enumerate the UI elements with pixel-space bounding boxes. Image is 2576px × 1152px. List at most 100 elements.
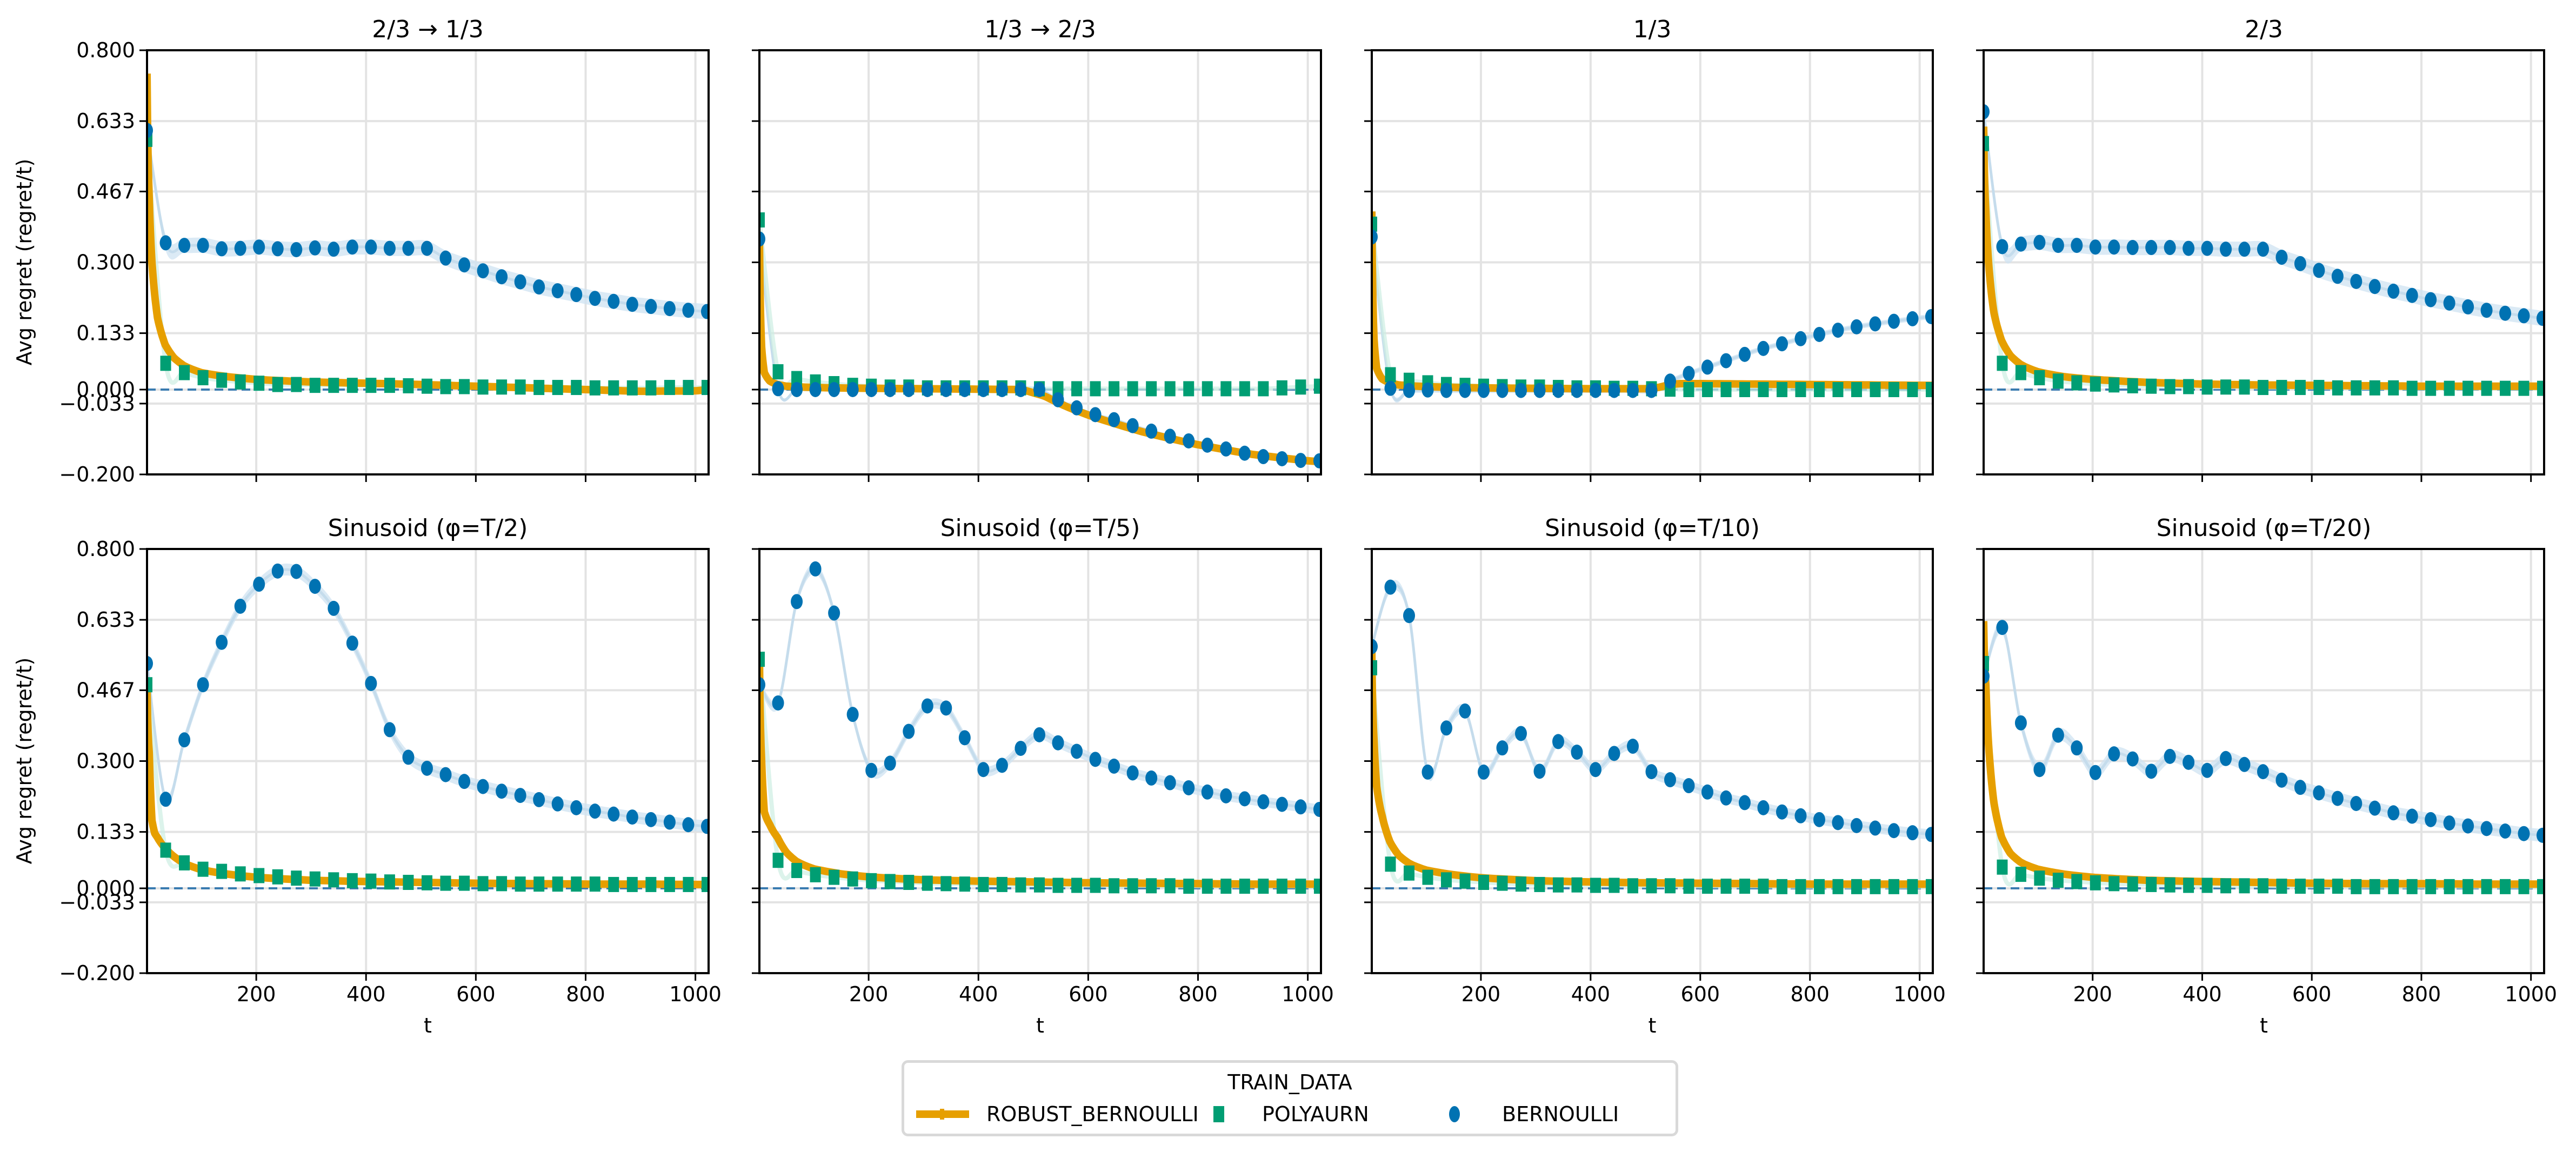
legend-item-bernoulli[interactable]: BERNOULLI	[1449, 1101, 1619, 1128]
bernoulli-marker	[903, 382, 915, 397]
polyaurn-marker	[2201, 379, 2213, 395]
polyaurn-marker	[1052, 381, 1064, 397]
bernoulli-marker	[1440, 383, 1452, 398]
polyaurn-mean-line	[759, 659, 1319, 889]
bernoulli-marker	[663, 301, 676, 317]
bernoulli-marker	[514, 274, 526, 290]
y-tick-label: 0.800	[76, 537, 135, 561]
bernoulli-marker	[828, 382, 840, 397]
bernoulli-marker	[1664, 772, 1676, 788]
bernoulli-marker	[271, 241, 284, 257]
polyaurn-marker	[1276, 380, 1287, 396]
bernoulli-marker	[1533, 763, 1546, 779]
polyaurn-marker	[759, 212, 765, 227]
bernoulli-marker	[589, 803, 601, 819]
y-tick-label: 0.633	[76, 608, 135, 632]
subplot: 1/3 → 2/3	[752, 16, 1322, 482]
bernoulli-marker	[645, 812, 657, 827]
bernoulli-marker	[2145, 240, 2158, 256]
subplot-title: 1/3	[1633, 16, 1672, 43]
bernoulli-marker	[365, 675, 377, 691]
polyaurn-marker	[1813, 879, 1825, 894]
bernoulli-marker	[439, 250, 452, 266]
robust-bernoulli-line-swatch	[916, 1109, 969, 1120]
bernoulli-marker	[1794, 808, 1807, 823]
bernoulli-marker	[159, 792, 172, 807]
plot-area	[1372, 579, 1933, 894]
polyaurn-marker	[2071, 375, 2083, 391]
polyaurn-marker	[2071, 874, 2083, 889]
polyaurn-marker	[2052, 873, 2064, 888]
bernoulli-marker	[2480, 303, 2493, 318]
bernoulli-marker	[477, 263, 489, 279]
y-tick-label: 0.133	[76, 322, 135, 345]
subplot: 2/3	[1976, 16, 2545, 482]
y-tick-label: −0.200	[59, 463, 135, 486]
polyaurn-marker	[291, 870, 302, 886]
polyaurn-marker	[272, 377, 283, 392]
bernoulli-marker	[1477, 764, 1490, 780]
bernoulli-marker	[1071, 744, 1083, 759]
polyaurn-marker	[2313, 879, 2325, 894]
polyaurn-marker	[2462, 879, 2474, 894]
subplot: 200 400 600 800 1000 t Sinusoid (φ=T/20)	[1976, 514, 2557, 1037]
bernoulli-marker	[2014, 236, 2027, 252]
polyaurn-marker	[179, 855, 190, 870]
polyaurn-marker	[2127, 876, 2138, 892]
polyaurn-marker	[309, 871, 321, 887]
bernoulli-marker	[1626, 383, 1639, 398]
polyaurn-mean-line	[759, 219, 1320, 391]
polyaurn-marker	[1609, 878, 1620, 893]
bernoulli-marker	[1984, 104, 1990, 119]
bernoulli-marker	[940, 382, 952, 397]
polyaurn-marker	[2518, 879, 2530, 894]
polyaurn-marker	[235, 866, 246, 882]
bernoulli-marker	[958, 382, 971, 397]
bernoulli-marker	[1589, 383, 1601, 398]
polyaurn-marker	[309, 378, 321, 393]
y-tick-label: 0.300	[76, 251, 135, 274]
plot-area	[759, 561, 1321, 894]
subplot: 0.800 0.633 0.467 0.300 0.133 0.000−0.033 −0.2…	[59, 16, 710, 486]
bernoulli-mean-line	[1372, 584, 1932, 836]
bernoulli-marker	[271, 563, 284, 579]
bernoulli-marker	[496, 783, 508, 799]
polyaurn-marker	[1701, 879, 1713, 894]
polyaurn-marker	[1739, 382, 1750, 397]
bernoulli-marker	[921, 698, 933, 714]
bernoulli-marker	[1108, 758, 1120, 774]
polyaurn-marker	[533, 380, 545, 396]
polyaurn-marker	[477, 876, 489, 892]
legend-item-polyaurn[interactable]: POLYAURN	[1213, 1101, 1369, 1128]
bernoulli-marker	[977, 382, 990, 397]
polyaurn-mean-line	[147, 684, 707, 887]
polyaurn-marker	[291, 377, 302, 392]
polyaurn-marker	[2257, 878, 2268, 894]
polyaurn-marker	[847, 871, 858, 887]
polyaurn-marker	[1590, 878, 1601, 893]
legend-item-robust-bernoulli[interactable]: ROBUST_BERNOULLI	[916, 1101, 1199, 1128]
polyaurn-marker	[197, 370, 209, 386]
bernoulli-marker	[1683, 366, 1695, 381]
bernoulli-marker	[551, 796, 564, 812]
y-tick-label: −0.200	[59, 961, 135, 985]
polyaurn-marker	[197, 861, 209, 877]
polyaurn-marker	[179, 365, 190, 380]
polyaurn-marker	[1109, 878, 1120, 894]
polyaurn-marker	[2351, 380, 2362, 396]
x-tick-label: 200	[2073, 982, 2112, 1006]
bernoulli-marker	[2406, 808, 2418, 824]
y-tick-label: 0.133	[76, 820, 135, 844]
y-tick-label: 0.800	[76, 38, 135, 62]
bernoulli-marker	[1089, 752, 1102, 767]
subplot: 0.800 0.633 0.467 0.300 0.133 0.000−0.033 −0.2…	[59, 514, 722, 1037]
x-tick-label: 600	[1069, 982, 1108, 1006]
polyaurn-marker	[1052, 878, 1064, 893]
bernoulli-marker	[1887, 823, 1900, 839]
polyaurn-marker	[1313, 378, 1321, 394]
bernoulli-marker	[809, 382, 822, 397]
polyaurn-marker	[1258, 879, 1269, 894]
bernoulli-marker	[1164, 428, 1176, 444]
polyaurn-marker	[1997, 356, 2008, 371]
polyaurn-marker	[1907, 879, 1918, 894]
